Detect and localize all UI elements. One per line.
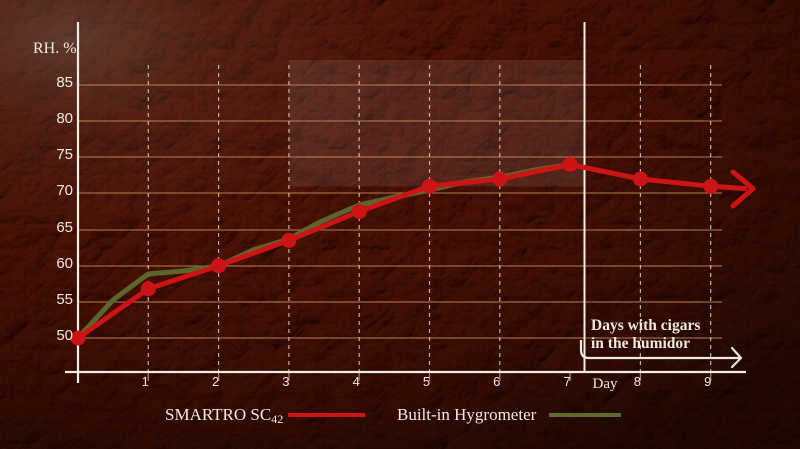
svg-text:in the humidor: in the humidor [591,335,690,352]
svg-text:65: 65 [56,219,73,236]
svg-text:1: 1 [142,374,149,389]
svg-text:SMARTRO SC42: SMARTRO SC42 [165,405,283,426]
svg-text:2: 2 [212,374,219,389]
svg-text:8: 8 [634,374,641,389]
svg-text:RH. %: RH. % [33,40,77,57]
svg-text:7: 7 [563,374,570,389]
svg-text:3: 3 [282,374,289,389]
svg-text:50: 50 [56,327,73,344]
svg-text:70: 70 [56,182,73,199]
svg-text:9: 9 [704,374,711,389]
svg-text:4: 4 [353,374,360,389]
svg-text:60: 60 [56,255,73,272]
svg-text:6: 6 [493,374,500,389]
svg-text:75: 75 [56,146,73,163]
svg-text:80: 80 [56,110,73,127]
svg-text:Days with cigars: Days with cigars [591,317,700,334]
svg-text:5: 5 [423,374,430,389]
svg-text:55: 55 [56,291,73,308]
svg-text:Day: Day [593,376,618,392]
svg-text:Built-in Hygrometer: Built-in Hygrometer [397,405,537,424]
svg-text:85: 85 [56,74,73,91]
